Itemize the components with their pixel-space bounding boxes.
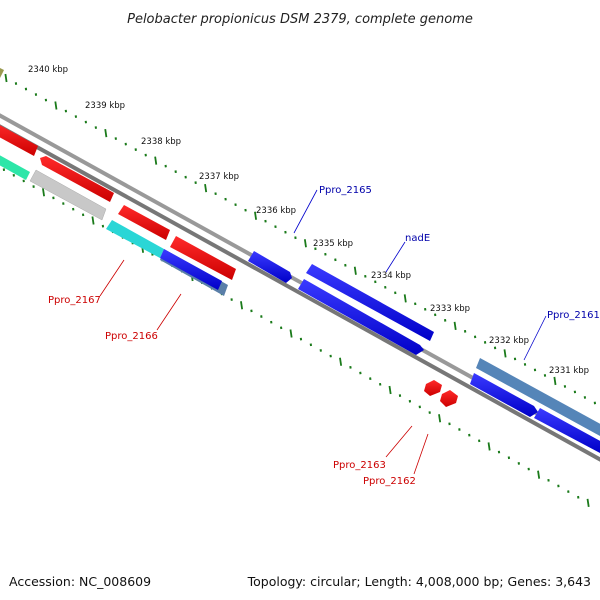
major-tick (586, 498, 590, 508)
ruler-label: 2331 kbp (549, 366, 589, 376)
gene-feature-red[interactable] (40, 156, 114, 202)
gene-label-ppro2167[interactable]: Ppro_2167 (48, 295, 101, 306)
major-tick (54, 101, 58, 110)
gene-label-ppro2163[interactable]: Ppro_2163 (333, 460, 386, 471)
ruler-label: 2333 kbp (430, 304, 470, 314)
major-tick (453, 321, 457, 330)
major-tick (204, 184, 208, 193)
major-tick (388, 385, 392, 395)
ruler-label: 2340 kbp (28, 65, 68, 75)
major-tick (438, 414, 442, 423)
gene-label-ppro2162[interactable]: Ppro_2162 (363, 476, 416, 487)
label-leaders (99, 189, 547, 475)
gene-labels: Ppro_2165 nadE Ppro_2161 Ppro_2167 Ppro_… (48, 185, 600, 487)
gene-feature-red[interactable] (0, 122, 38, 156)
gene-feature-ppro2161[interactable] (476, 358, 600, 436)
gene-feature-blue[interactable] (160, 249, 222, 290)
ruler-label: 2339 kbp (85, 101, 125, 111)
major-tick (303, 239, 307, 248)
major-tick (289, 329, 293, 338)
gene-label-ppro2161[interactable]: Ppro_2161 (547, 310, 600, 321)
gene-feature-tan[interactable] (0, 66, 4, 78)
major-tick (353, 266, 357, 275)
gene-feature-nade[interactable] (306, 264, 434, 341)
ruler-label: 2332 kbp (489, 336, 529, 346)
gene-feature-blue[interactable] (298, 279, 424, 355)
major-tick (537, 470, 541, 479)
gene-feature-cyan[interactable] (106, 220, 164, 258)
gene-label-ppro2165[interactable]: Ppro_2165 (319, 185, 372, 196)
major-tick (503, 349, 507, 358)
major-tick (42, 188, 45, 197)
ruler-label: 2334 kbp (371, 271, 411, 281)
gene-feature-ppro2163[interactable] (424, 380, 442, 396)
major-tick (240, 301, 244, 310)
gene-label-nade[interactable]: nadE (405, 233, 430, 244)
ruler-label: 2338 kbp (141, 137, 181, 147)
major-tick (4, 73, 8, 83)
gene-feature-green[interactable] (0, 151, 30, 180)
gene-feature-ppro2165[interactable] (248, 251, 292, 283)
major-tick (104, 128, 108, 138)
ruler-label: 2336 kbp (256, 206, 296, 216)
gene-features (0, 66, 600, 453)
major-tick (154, 156, 158, 165)
gene-feature-red[interactable] (118, 205, 170, 240)
gene-feature-ppro2162[interactable] (440, 390, 458, 407)
gene-feature-red[interactable] (170, 236, 236, 280)
gene-feature-grey[interactable] (29, 169, 107, 221)
gene-feature-blue[interactable] (534, 408, 600, 453)
tick-marks (2, 73, 597, 508)
major-tick (339, 357, 343, 366)
gene-feature-blue[interactable] (470, 373, 538, 417)
gene-label-ppro2166[interactable]: Ppro_2166 (105, 331, 158, 342)
ruler-label: 2335 kbp (313, 239, 353, 249)
major-tick (254, 211, 257, 220)
major-tick (553, 376, 557, 386)
accession-text: Accession: NC_008609 (9, 574, 151, 589)
map-title: Pelobacter propionicus DSM 2379, complet… (127, 12, 473, 27)
major-tick (91, 216, 95, 225)
major-tick (487, 442, 491, 451)
kbp-ruler: 2340 kbp 2339 kbp 2338 kbp 2337 kbp 2336… (28, 65, 589, 376)
topology-summary-text: Topology: circular; Length: 4,008,000 bp… (247, 574, 591, 589)
ruler-label: 2337 kbp (199, 172, 239, 182)
major-tick (403, 294, 407, 303)
